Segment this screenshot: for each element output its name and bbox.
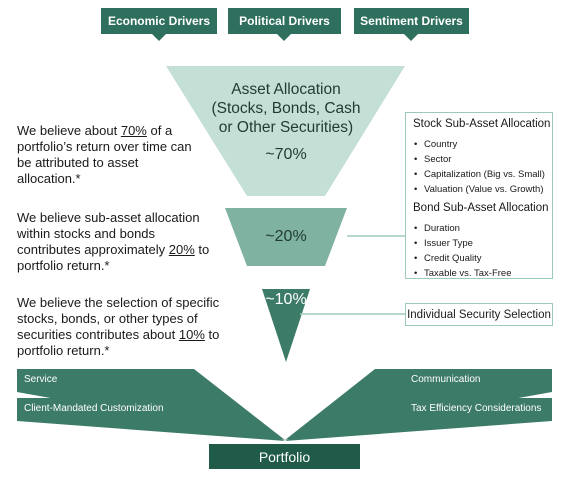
security-selection-percent: ~10% xyxy=(265,291,307,308)
security-selection-funnel-segment xyxy=(262,289,310,362)
asset-allocation-line1: Asset Allocation xyxy=(231,81,341,98)
sentiment-drivers-label: Sentiment Drivers xyxy=(354,8,469,34)
belief-3-post: to portfolio return.* xyxy=(17,327,220,358)
security-selection-label: Individual Security Selection xyxy=(407,308,551,321)
asset-allocation-line2: (Stocks, Bonds, Cash xyxy=(211,100,361,117)
list-item: Issuer Type xyxy=(414,236,511,251)
stock-sub-asset-title: Stock Sub-Asset Allocation xyxy=(413,118,551,130)
stock-sub-asset-list: Country Sector Capitalization (Big vs. S… xyxy=(414,137,545,197)
belief-3-pct: 10% xyxy=(178,327,205,342)
list-item: Duration xyxy=(414,221,511,236)
security-selection-box: Individual Security Selection xyxy=(405,303,553,326)
customization-ribbon xyxy=(17,398,285,441)
sentiment-drivers-arrow xyxy=(404,34,418,41)
tax-efficiency-label: Tax Efficiency Considerations xyxy=(411,403,542,414)
portfolio-box: Portfolio xyxy=(209,444,360,469)
belief-2-pct: 20% xyxy=(168,242,195,257)
list-item: Valuation (Value vs. Growth) xyxy=(414,182,545,197)
belief-1-pre: We believe about xyxy=(17,123,121,138)
sub-asset-percent: ~20% xyxy=(265,228,307,245)
service-label: Service xyxy=(24,374,58,385)
communication-label: Communication xyxy=(411,374,481,385)
political-drivers-arrow xyxy=(277,34,291,41)
asset-allocation-funnel-segment xyxy=(166,66,405,196)
tax-efficiency-ribbon xyxy=(285,398,552,441)
belief-sub-asset: We believe sub-asset allocation within s… xyxy=(17,210,222,274)
customization-label: Client-Mandated Customization xyxy=(24,403,164,414)
political-drivers-label: Political Drivers xyxy=(228,8,341,34)
belief-security-selection: We believe the selection of specific sto… xyxy=(17,295,227,359)
belief-3-pre: We believe the selection of specific sto… xyxy=(17,295,220,342)
belief-1-post: of a portfolio’s return over time can be… xyxy=(17,123,192,186)
asset-allocation-line3: or Other Securities) xyxy=(218,119,354,136)
list-item: Sector xyxy=(414,152,545,167)
economic-drivers-arrow xyxy=(152,34,166,41)
sub-asset-allocation-box: Stock Sub-Asset Allocation Country Secto… xyxy=(405,112,553,281)
belief-2-pre: We believe sub-asset allocation within s… xyxy=(17,210,200,257)
belief-2-post: to portfolio return.* xyxy=(17,242,210,273)
economic-drivers-label: Economic Drivers xyxy=(101,8,217,34)
bond-sub-asset-title: Bond Sub-Asset Allocation xyxy=(413,202,549,214)
list-item: Taxable vs. Tax-Free xyxy=(414,266,511,281)
belief-1-pct: 70% xyxy=(120,123,147,138)
asset-allocation-percent: ~70% xyxy=(265,146,307,163)
asset-allocation-title: Asset Allocation (Stocks, Bonds, Cash or… xyxy=(186,80,386,137)
portfolio-label: Portfolio xyxy=(258,448,311,465)
bond-sub-asset-list: Duration Issuer Type Credit Quality Taxa… xyxy=(414,221,511,281)
list-item: Credit Quality xyxy=(414,251,511,266)
list-item: Capitalization (Big vs. Small) xyxy=(414,167,545,182)
sub-asset-allocation-funnel-segment xyxy=(225,208,347,266)
list-item: Country xyxy=(414,137,545,152)
belief-asset-allocation: We believe about 70% of a portfolio’s re… xyxy=(17,123,202,187)
